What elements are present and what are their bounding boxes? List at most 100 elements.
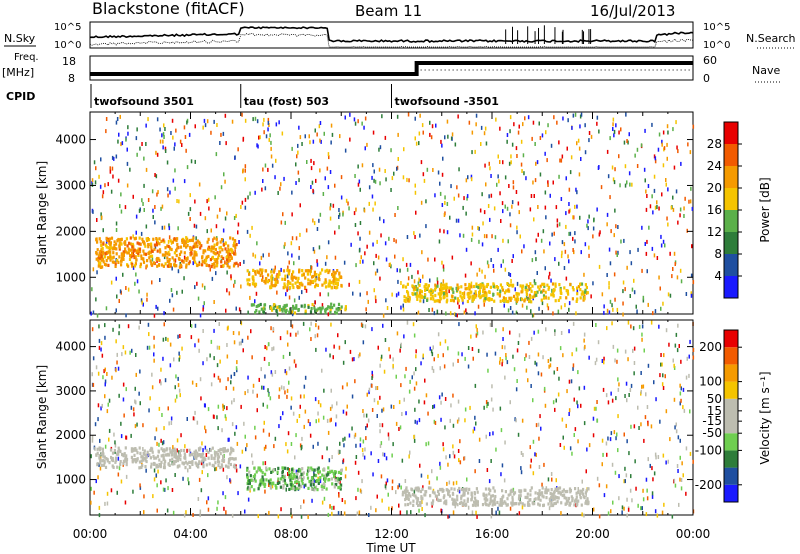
- scatter-cell: [485, 434, 487, 439]
- scatter-cell: [247, 195, 249, 200]
- scatter-cell: [183, 179, 186, 184]
- echo-cell: [250, 478, 253, 482]
- echo-cell: [547, 285, 551, 289]
- scatter-cell: [267, 117, 270, 122]
- scatter-cell: [583, 332, 586, 337]
- scatter-cell: [654, 159, 657, 164]
- echo-cell: [226, 264, 229, 268]
- echo-cell: [485, 291, 488, 295]
- echo-cell: [130, 447, 133, 451]
- echo-cell: [491, 499, 494, 503]
- scatter-cell: [361, 448, 364, 452]
- scatter-cell: [444, 200, 446, 205]
- echo-cell: [120, 242, 123, 246]
- echo-cell: [137, 251, 140, 256]
- scatter-cell: [372, 207, 374, 212]
- scatter-cell: [327, 240, 330, 245]
- scatter-cell: [167, 239, 170, 244]
- scatter-cell: [645, 392, 647, 397]
- echo-cell: [334, 285, 337, 289]
- scatter-cell: [299, 404, 301, 409]
- echo-cell: [172, 460, 176, 464]
- scatter-cell: [553, 370, 555, 375]
- scatter-cell: [320, 139, 322, 144]
- scatter-cell: [115, 276, 117, 281]
- scatter-cell: [277, 191, 279, 195]
- scatter-cell: [379, 395, 381, 400]
- scatter-cell: [476, 514, 478, 519]
- scatter-cell: [571, 352, 573, 357]
- echo-cell: [259, 273, 262, 277]
- scatter-cell: [317, 400, 320, 405]
- scatter-cell: [685, 292, 688, 296]
- scatter-cell: [116, 360, 118, 365]
- scatter-cell: [136, 127, 138, 132]
- echo-cell: [290, 276, 293, 280]
- scatter-cell: [595, 357, 598, 362]
- echo-cell: [253, 473, 257, 477]
- scatter-cell: [433, 357, 435, 362]
- echo-cell: [291, 283, 294, 287]
- scatter-cell: [222, 491, 224, 496]
- scatter-cell: [630, 474, 632, 479]
- scatter-cell: [689, 339, 691, 344]
- echo-cell: [95, 453, 98, 457]
- scatter-cell: [516, 154, 518, 158]
- scatter-cell: [359, 488, 362, 493]
- scatter-cell: [234, 249, 236, 254]
- scatter-cell: [323, 496, 326, 501]
- echo-cell: [227, 465, 230, 469]
- scatter-cell: [487, 204, 490, 208]
- scatter-cell: [623, 506, 625, 511]
- scatter-cell: [224, 495, 227, 500]
- scatter-cell: [615, 436, 617, 441]
- scatter-cell: [637, 405, 639, 410]
- colorbar-tick-label: 4: [714, 269, 722, 283]
- scatter-cell: [388, 347, 390, 352]
- scatter-cell: [437, 170, 440, 175]
- scatter-cell: [678, 344, 680, 348]
- echo-cell: [407, 294, 410, 298]
- echo-cell: [439, 295, 442, 299]
- y-tick-label: 2000: [55, 428, 86, 442]
- scatter-cell: [621, 510, 623, 515]
- echo-cell: [321, 306, 324, 310]
- scatter-cell: [344, 436, 346, 441]
- echo-cell: [519, 284, 522, 288]
- scatter-cell: [653, 471, 656, 476]
- echo-cell: [539, 498, 542, 502]
- scatter-cell: [177, 376, 179, 381]
- echo-cell: [269, 484, 272, 488]
- scatter-cell: [179, 139, 182, 144]
- echo-cell: [519, 501, 522, 505]
- scatter-cell: [654, 309, 657, 314]
- echo-cell: [475, 282, 478, 286]
- echo-cell: [188, 460, 191, 464]
- scatter-cell: [385, 456, 388, 461]
- scatter-cell: [539, 172, 542, 177]
- echo-cell: [231, 448, 234, 452]
- scatter-cell: [279, 336, 282, 341]
- scatter-cell: [298, 125, 300, 130]
- scatter-cell: [371, 327, 373, 332]
- scatter-cell: [125, 387, 127, 392]
- scatter-cell: [234, 431, 236, 436]
- echo-cell: [102, 463, 106, 467]
- echo-cell: [138, 247, 142, 251]
- scatter-cell: [233, 372, 236, 376]
- scatter-cell: [649, 463, 651, 468]
- scatter-cell: [667, 292, 670, 297]
- echo-cell: [310, 466, 313, 470]
- echo-cell: [222, 256, 225, 260]
- scatter-cell: [140, 231, 143, 236]
- echo-cell: [309, 479, 313, 483]
- echo-cell: [484, 297, 487, 301]
- scatter-cell: [194, 343, 196, 348]
- echo-cell: [110, 455, 113, 460]
- scatter-cell: [172, 445, 174, 450]
- scatter-cell: [220, 185, 223, 190]
- echo-cell: [314, 285, 317, 289]
- scatter-cell: [155, 427, 158, 432]
- scatter-cell: [499, 357, 501, 361]
- echo-cell: [174, 449, 177, 453]
